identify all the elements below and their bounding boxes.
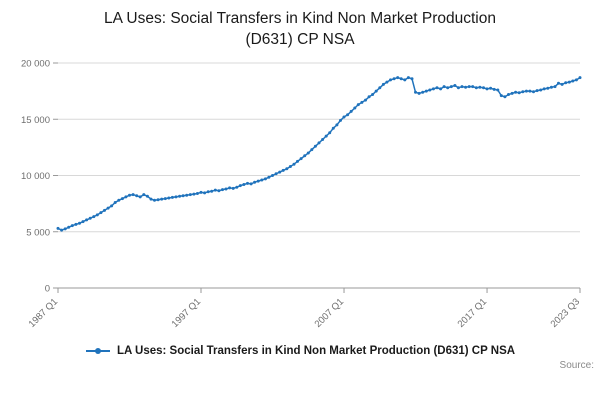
legend[interactable]: LA Uses: Social Transfers in Kind Non Ma… — [0, 345, 600, 357]
svg-text:1997 Q1: 1997 Q1 — [170, 296, 204, 330]
chart-title-line1: LA Uses: Social Transfers in Kind Non Ma… — [104, 10, 496, 27]
svg-text:2017 Q1: 2017 Q1 — [456, 296, 490, 330]
legend-line-marker — [85, 347, 110, 354]
x-axis-labels: 1987 Q1 1997 Q1 2007 Q1 2017 Q1 2023 Q3 — [27, 296, 583, 330]
svg-text:1987 Q1: 1987 Q1 — [27, 296, 61, 330]
x-axis-ticks — [57, 287, 581, 293]
source-label: Source: — [559, 359, 594, 371]
legend-label: LA Uses: Social Transfers in Kind Non Ma… — [116, 344, 516, 357]
chart-title: LA Uses: Social Transfers in Kind Non Ma… — [0, 0, 600, 51]
svg-text:20 000: 20 000 — [21, 58, 50, 69]
svg-text:2007 Q1: 2007 Q1 — [313, 296, 347, 330]
series-line — [57, 76, 581, 231]
y-axis-labels: 0 5 000 10 000 15 000 20 000 — [21, 58, 50, 294]
svg-text:10 000: 10 000 — [21, 171, 50, 182]
chart-title-line2: (D631) CP NSA — [245, 30, 355, 48]
series-markers — [56, 75, 582, 232]
svg-text:0: 0 — [45, 283, 50, 294]
svg-text:15 000: 15 000 — [21, 115, 50, 126]
svg-text:5 000: 5 000 — [26, 227, 50, 238]
svg-text:2023 Q3: 2023 Q3 — [549, 296, 583, 330]
y-axis-ticks — [53, 62, 58, 289]
line-chart: 0 5 000 10 000 15 000 20 000 1987 Q1 1997 Q1 20… — [21, 58, 583, 330]
gridlines — [58, 62, 580, 233]
